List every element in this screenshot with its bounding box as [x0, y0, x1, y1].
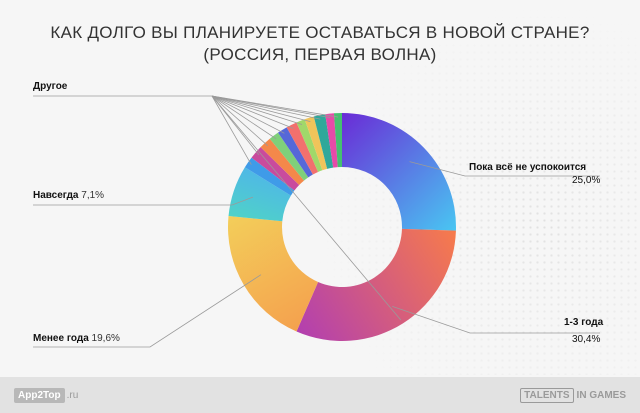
chart-title-line1: КАК ДОЛГО ВЫ ПЛАНИРУЕТЕ ОСТАВАТЬСЯ В НОВ… — [50, 23, 590, 42]
talents-logo-text: IN GAMES — [576, 390, 626, 401]
slice-forever — [228, 167, 291, 222]
talents-in-games-logo: TALENTS IN GAMES — [520, 388, 626, 403]
app2top-logo-suffix: .ru — [66, 390, 79, 401]
slice-o3 — [260, 138, 304, 185]
slice-o7 — [296, 119, 323, 172]
leader-forever — [33, 196, 254, 206]
slice-o10 — [325, 113, 338, 168]
leader-other-o3 — [211, 95, 269, 147]
slice-o6 — [286, 122, 319, 175]
label-less-year: Менее года 19,6% — [33, 333, 120, 344]
label-forever-pct: 7,1% — [81, 190, 105, 201]
leader-other-o7 — [211, 95, 303, 125]
talents-logo-box: TALENTS — [520, 388, 574, 403]
slice-o5 — [277, 127, 313, 178]
label-less-year-pct: 19,6% — [91, 333, 120, 344]
leader-other-o4 — [211, 95, 277, 140]
leader-calm — [409, 161, 600, 177]
label-forever-name: Навсегда — [33, 190, 79, 201]
slice-o8 — [304, 116, 328, 171]
slice-o11 — [333, 113, 342, 168]
footer-bar: App2Top .ru TALENTS IN GAMES — [0, 377, 640, 413]
chart-title: КАК ДОЛГО ВЫ ПЛАНИРУЕТЕ ОСТАВАТЬСЯ В НОВ… — [0, 22, 640, 66]
slice-o9 — [313, 114, 334, 169]
label-less-year-name: Менее года — [33, 333, 89, 344]
label-forever: Навсегда 7,1% — [33, 190, 104, 201]
slice-o4 — [269, 132, 309, 181]
leader-other-o9 — [211, 95, 321, 120]
slice-calm — [342, 113, 456, 231]
label-one-three-pct: 30,4% — [572, 334, 601, 345]
label-calm: Пока всё не успокоится — [469, 162, 586, 173]
leader-other-o1 — [211, 95, 252, 165]
label-other-name: Другое — [33, 81, 68, 92]
leader-other-o6 — [211, 95, 294, 129]
leader-other-o11 — [211, 95, 339, 118]
leader-other-o5 — [211, 95, 285, 134]
app2top-logo-text: App2Top — [14, 388, 65, 403]
slice-less_year — [228, 216, 319, 332]
leader-other-o8 — [211, 95, 311, 123]
slice-o1 — [244, 157, 295, 196]
slice-one_three — [296, 228, 456, 341]
label-calm-pct: 25,0% — [572, 175, 601, 186]
label-calm-name: Пока всё не успокоится — [469, 162, 587, 173]
label-one-three: 1-3 года — [564, 317, 603, 328]
leader-one-three — [392, 306, 600, 334]
donut-chart — [33, 95, 600, 348]
label-other: Другое — [33, 81, 67, 92]
slice-o2 — [251, 147, 300, 191]
label-one-three-name: 1-3 года — [564, 317, 604, 328]
leader-other-o2 — [211, 95, 260, 156]
chart-title-line2: (РОССИЯ, ПЕРВАЯ ВОЛНА) — [203, 45, 437, 64]
leader-other-one_three — [211, 95, 402, 321]
leader-less-year — [33, 274, 262, 348]
app2top-logo: App2Top .ru — [14, 388, 78, 403]
